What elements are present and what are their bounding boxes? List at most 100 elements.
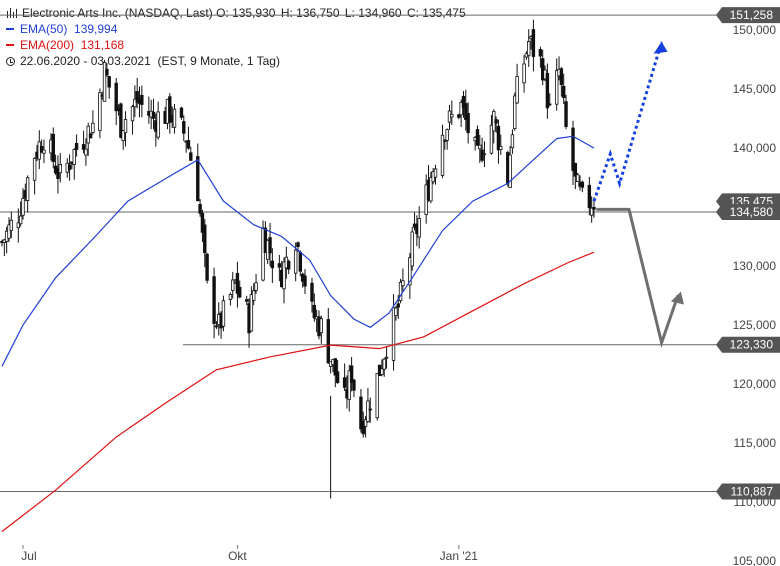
candle-body [508,154,512,189]
candle-body [81,144,86,150]
candle-body [359,396,363,430]
candle-body [555,70,559,105]
candle-body [42,149,46,154]
candle-body [72,149,76,165]
candle-body [91,122,95,133]
legend-period: 22.06.2020 - 03.03.2021 [20,54,151,68]
candle-body [333,358,337,376]
candle-body [74,143,79,150]
forecast-paths [592,41,684,349]
candle-body [102,61,107,102]
candle-body [310,282,314,302]
candle-body [478,144,482,150]
candle-body [366,400,370,422]
legend-ema50-row: EMA(50) 139,994 [6,21,468,37]
candle-body [39,146,44,153]
candle-body [440,134,445,176]
candle-body [410,231,414,267]
candle-body [429,177,433,202]
ema50-label: EMA(50) [20,22,68,36]
candle-body [396,303,400,308]
candle-body [98,92,102,132]
candle-body [179,107,184,118]
candle-body [433,168,438,178]
ema50-swatch [6,28,14,30]
candles [0,19,596,499]
level-tag: 123,330 [730,338,774,352]
legend-ema200-row: EMA(200) 131,168 [6,37,468,53]
candle-body [252,290,256,301]
candle-body [368,408,372,411]
candle-body [205,253,209,281]
candle-body [335,371,340,384]
ema200-label: EMA(200) [20,38,75,52]
candle-body [408,257,412,286]
candle-body [254,282,258,291]
forecast-bearish-arrowhead [670,291,684,305]
candle-body [261,227,265,281]
candle-body [445,129,449,141]
candle-body [270,260,275,269]
candle-body [56,168,60,180]
candle-body [203,224,207,254]
candle-body [361,420,365,435]
candle-body [296,242,300,247]
level-tag-bg [716,483,780,500]
candle-body [466,112,470,134]
candle-body [562,85,566,99]
candle-body [380,368,384,375]
candle-body [286,260,291,270]
candle-body [592,206,596,210]
candle-body [16,222,21,229]
candle-body [545,72,550,109]
candle-body [587,184,592,209]
ema200-swatch [6,44,14,46]
candle-body [342,377,347,388]
forecast-bearish-path [596,207,680,349]
candle-body [443,140,447,142]
legend-title: Electronic Arts Inc. (NASDAQ, Last) [22,6,213,20]
candle-body [575,174,580,182]
legend-open: O: 135,930 [216,6,276,20]
x-tick-label: Jan '21 [440,549,479,563]
candle-body [133,98,137,108]
level-lines [0,14,722,493]
candle-body [515,76,519,104]
level-tag-bg [716,203,780,220]
candle-body [475,129,480,146]
candle-body [21,198,25,216]
candle-body [32,158,37,181]
candle-body [461,95,466,109]
candle-body [375,372,379,419]
candle-body [277,263,282,268]
candle-body [156,111,160,138]
candle-body [347,370,351,400]
candle-body [58,164,62,174]
candle-body [268,237,272,254]
candle-body [326,319,330,364]
candle-body [496,125,501,151]
y-tick-label: 150,000 [733,23,777,37]
candle-body [564,101,568,127]
candle-body [200,212,205,233]
candle-body [319,318,324,334]
candle-body [571,127,575,171]
y-tick-label: 125,000 [733,318,777,332]
candle-body [84,148,88,156]
candle-body [559,68,564,86]
candle-body [401,280,405,287]
candle-body [513,95,517,129]
candle-body [189,152,193,161]
candle-body [9,219,14,231]
candle-body [293,249,298,274]
candle-body [398,281,403,302]
candle-body [538,49,543,57]
candle-body [527,41,531,56]
candle-body [457,114,461,118]
candle-body [121,130,125,142]
y-tick-label: 105,000 [733,554,777,566]
candle-body [231,279,235,291]
candle-body [7,224,11,239]
legend-title-row: Electronic Arts Inc. (NASDAQ, Last) O: 1… [6,5,468,21]
legend-high: H: 136,750 [280,6,340,20]
